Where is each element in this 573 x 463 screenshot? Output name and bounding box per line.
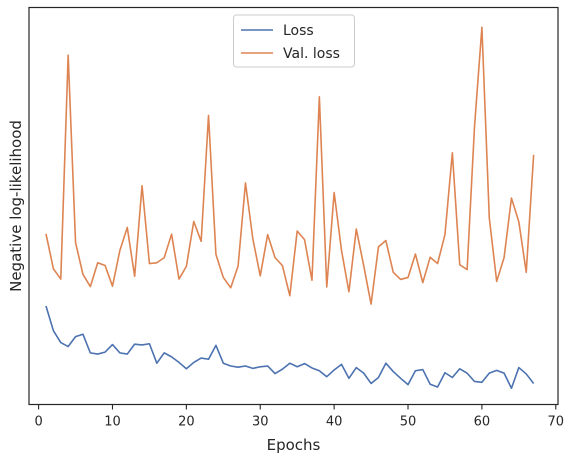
x-tick-label: 30 (252, 415, 269, 430)
x-tick-label: 70 (548, 415, 565, 430)
plot-frame (28, 6, 559, 406)
legend-box (233, 14, 355, 68)
legend-label-loss: Loss (283, 23, 314, 39)
legend-label-val-loss: Val. loss (283, 46, 340, 62)
x-tick-label: 10 (104, 415, 121, 430)
x-tick-label: 60 (474, 415, 491, 430)
x-tick-label: 40 (326, 415, 343, 430)
y-axis-label: Negative log-likelihood (7, 120, 25, 292)
series-layer (45, 26, 535, 390)
x-axis-label: Epochs (267, 436, 321, 454)
series-line-val-loss (45, 26, 535, 305)
x-tick-label: 0 (34, 415, 42, 430)
x-tick-label: 50 (400, 415, 417, 430)
series-line-loss (45, 305, 535, 390)
x-axis: 0 10 20 30 40 50 60 70 (34, 404, 565, 430)
legend: Loss Val. loss (233, 14, 355, 68)
x-tick-label: 20 (178, 415, 195, 430)
